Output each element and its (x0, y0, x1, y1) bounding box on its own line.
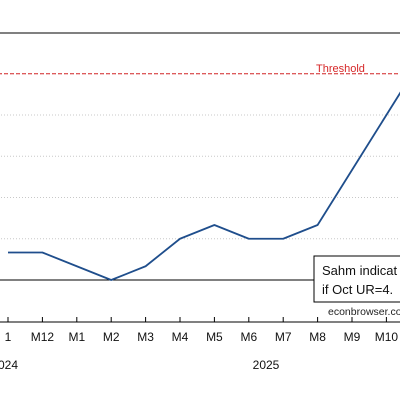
credit-text: econbrowser.co (328, 306, 400, 318)
x-tick-label: M5 (206, 330, 223, 344)
x-tick-label: M7 (275, 330, 292, 344)
threshold-label: Threshold (316, 63, 365, 75)
x-axis-year-labels: 024 2025 (0, 358, 280, 372)
gridlines (0, 73, 400, 281)
annotation-line-2: if Oct UR=4. (322, 282, 393, 297)
year-label: 2025 (253, 358, 280, 372)
series-line (8, 91, 400, 281)
annotation-box-frame (313, 255, 400, 303)
year-label: 024 (0, 358, 18, 372)
x-tick-label: M2 (103, 330, 120, 344)
x-tick-label: M12 (31, 330, 55, 344)
annotation-line-1: Sahm indicat (322, 263, 398, 278)
x-axis-ticks (7, 317, 387, 322)
reference-lines (0, 73, 400, 281)
x-tick-label: M9 (344, 330, 361, 344)
annotation-box: Sahm indicat if Oct UR=4. (313, 255, 400, 303)
x-tick-label: M4 (172, 330, 189, 344)
x-tick-label: M10 (375, 330, 399, 344)
x-tick-label: M8 (309, 330, 326, 344)
plot-frame (0, 32, 400, 323)
x-axis-tick-labels: 1M12M1M2M3M4M5M6M7M8M9M10M (5, 330, 399, 344)
series-lines (8, 91, 400, 281)
x-tick-label: M6 (240, 330, 257, 344)
x-tick-label: M1 (68, 330, 85, 344)
x-tick-label: M3 (137, 330, 154, 344)
x-tick-label: 1 (5, 330, 12, 344)
